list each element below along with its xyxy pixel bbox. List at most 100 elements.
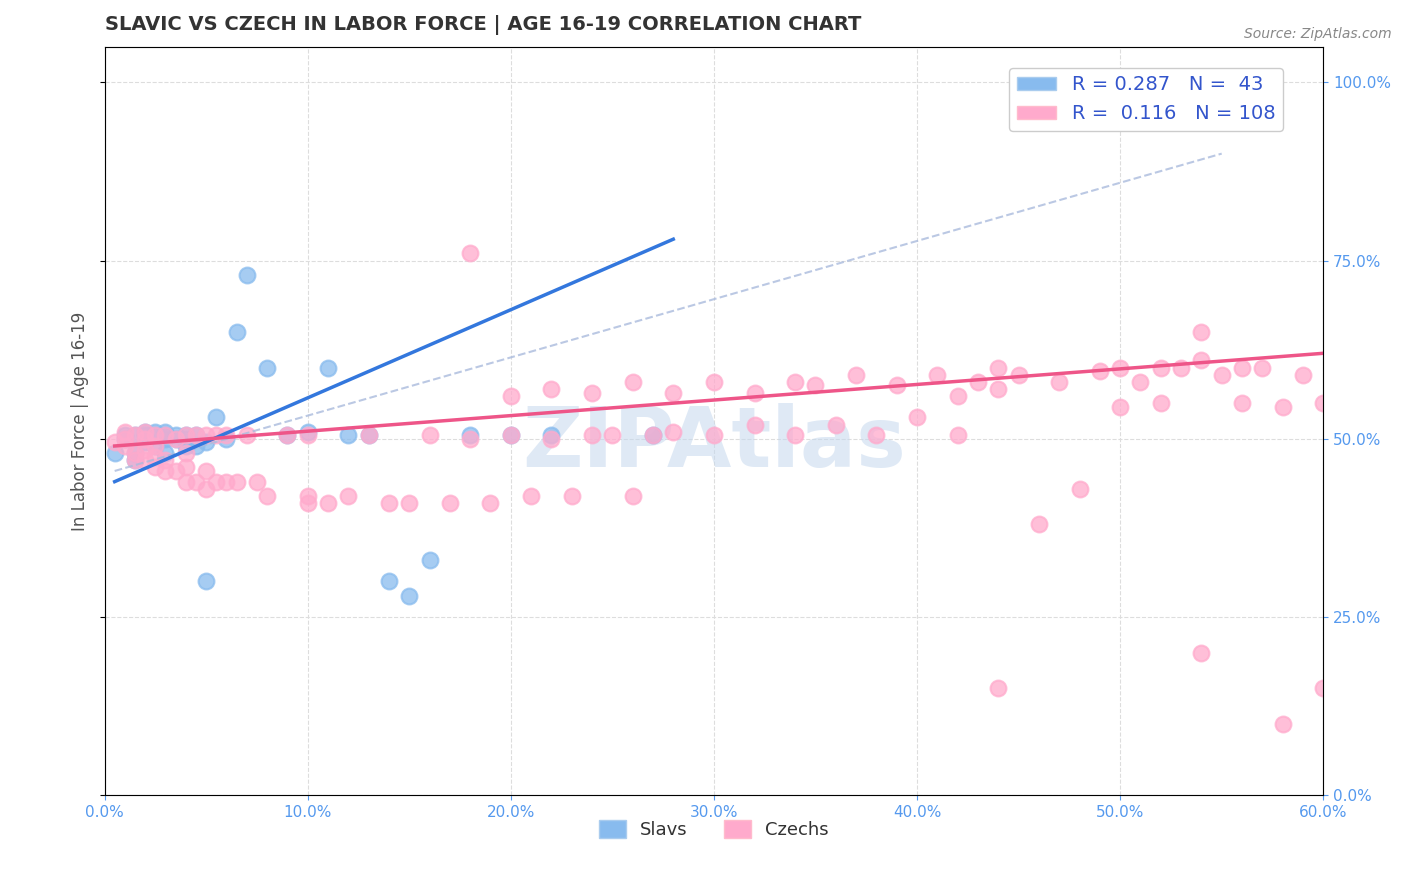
Point [499,389,522,403]
Point [1251,360,1274,375]
Point [785,375,807,389]
Point [124,428,146,442]
Point [418,428,440,442]
Point [1088,364,1111,378]
Point [143,439,166,453]
Point [143,428,166,442]
Point [134,428,156,442]
Point [1292,368,1315,382]
Point [114,425,136,439]
Point [987,360,1010,375]
Point [134,435,156,450]
Point [114,432,136,446]
Point [297,489,319,503]
Point [297,425,319,439]
Point [143,425,166,439]
Point [316,496,339,510]
Point [1028,517,1050,532]
Point [104,435,127,450]
Point [155,464,177,478]
Point [165,428,187,442]
Point [1150,360,1173,375]
Point [561,489,583,503]
Point [824,417,846,432]
Point [1129,375,1152,389]
Point [946,428,969,442]
Point [215,432,238,446]
Point [499,428,522,442]
Point [276,428,298,442]
Point [134,425,156,439]
Point [134,425,156,439]
Point [987,382,1010,396]
Point [114,432,136,446]
Point [235,428,257,442]
Point [337,428,360,442]
Point [1189,325,1212,339]
Point [155,425,177,439]
Point [124,446,146,460]
Point [205,428,228,442]
Point [621,489,644,503]
Point [143,450,166,464]
Point [195,482,218,496]
Point [662,425,685,439]
Point [927,368,949,382]
Point [1271,717,1294,731]
Point [174,439,197,453]
Point [1211,368,1233,382]
Point [174,475,197,489]
Point [174,460,197,475]
Point [155,428,177,442]
Point [987,681,1010,696]
Y-axis label: In Labor Force | Age 16-19: In Labor Force | Age 16-19 [72,311,89,531]
Point [1150,396,1173,410]
Point [1312,396,1334,410]
Point [205,410,228,425]
Point [143,460,166,475]
Point [804,378,827,392]
Point [641,428,664,442]
Point [439,496,461,510]
Point [134,453,156,467]
Point [1170,360,1192,375]
Point [124,446,146,460]
Point [134,432,156,446]
Point [235,268,257,282]
Point [215,475,238,489]
Point [540,432,562,446]
Point [1230,360,1253,375]
Point [540,428,562,442]
Point [1109,400,1132,414]
Point [246,475,269,489]
Point [215,428,238,442]
Point [155,453,177,467]
Point [174,432,197,446]
Point [845,368,868,382]
Text: SLAVIC VS CZECH IN LABOR FORCE | AGE 16-19 CORRELATION CHART: SLAVIC VS CZECH IN LABOR FORCE | AGE 16-… [104,15,860,35]
Point [316,360,339,375]
Point [785,428,807,442]
Point [886,378,908,392]
Point [114,439,136,453]
Point [184,428,207,442]
Point [946,389,969,403]
Point [276,428,298,442]
Point [124,428,146,442]
Text: Source: ZipAtlas.com: Source: ZipAtlas.com [1244,27,1392,41]
Point [602,428,624,442]
Point [155,428,177,442]
Point [458,246,481,260]
Point [195,464,218,478]
Point [479,496,502,510]
Legend: Slavs, Czechs: Slavs, Czechs [592,813,837,847]
Point [184,428,207,442]
Text: ZIPAtlas: ZIPAtlas [522,403,905,484]
Point [1312,681,1334,696]
Point [1047,375,1070,389]
Point [297,496,319,510]
Point [337,489,360,503]
Point [165,432,187,446]
Point [641,428,664,442]
Point [1230,396,1253,410]
